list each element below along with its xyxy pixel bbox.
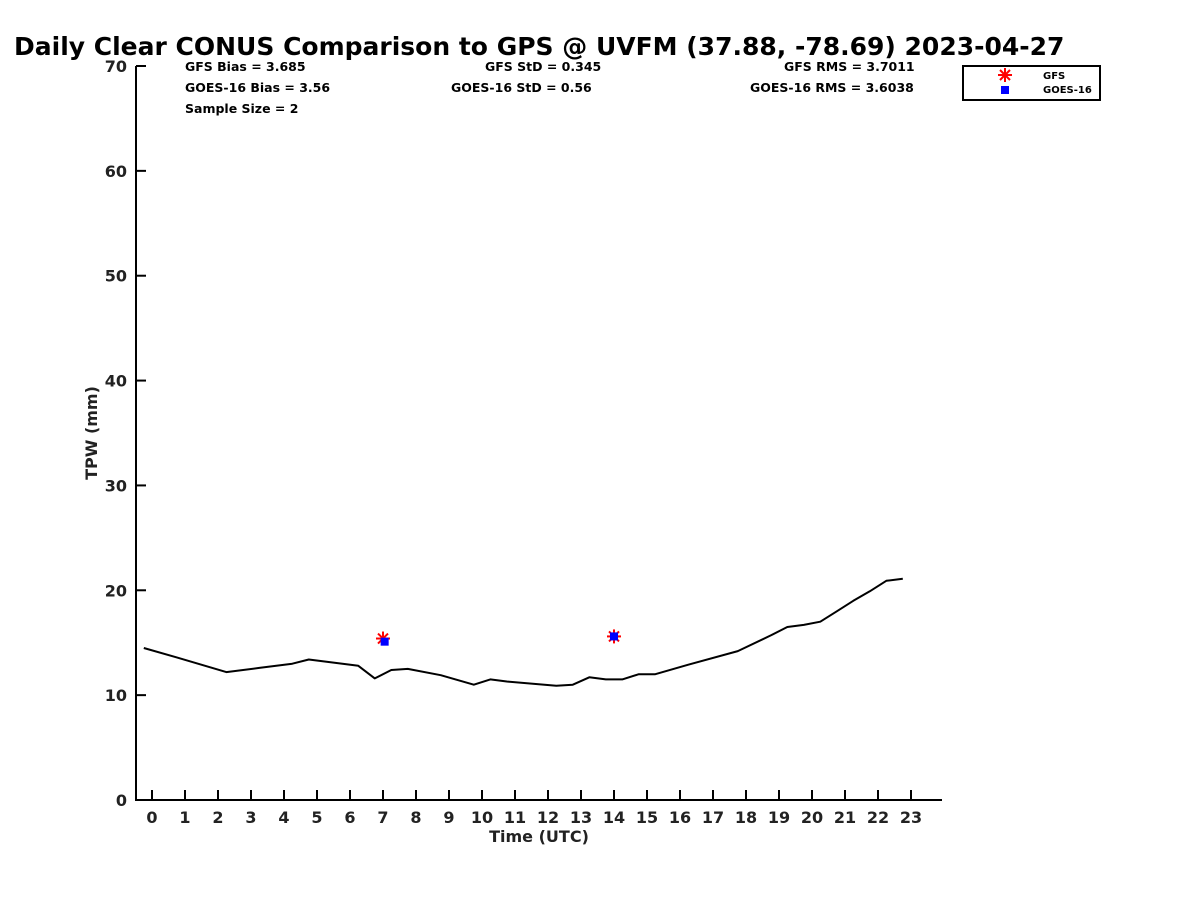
x-tick-label: 0: [146, 808, 157, 827]
x-tick-label: 18: [735, 808, 757, 827]
legend-box: [962, 65, 1101, 101]
gfs-rms-stat: GFS RMS = 3.7011: [784, 59, 915, 74]
x-axis-label: Time (UTC): [489, 827, 589, 846]
goes-rms-stat: GOES-16 RMS = 3.6038: [750, 80, 914, 95]
y-ticks: 0 10 20 30 40 50 60 70: [105, 57, 146, 810]
x-tick-label: 3: [245, 808, 256, 827]
y-tick-label: 10: [105, 686, 127, 705]
x-ticks: 0 1 2 3 4 5 6 7 8 9 10 11 12 13 14 15 16 17 18 19 20 21 22 23: [146, 790, 922, 827]
y-tick-label: 0: [116, 791, 127, 810]
legend-gfs-label: GFS: [1043, 71, 1065, 82]
y-tick-label: 40: [105, 372, 127, 391]
goes16-point: [610, 632, 618, 641]
x-tick-label: 16: [669, 808, 691, 827]
goes16-point: [380, 637, 389, 646]
x-tick-label: 10: [471, 808, 493, 827]
legend: GFS GOES-16: [962, 65, 1101, 101]
y-axis-label: TPW (mm): [82, 386, 101, 480]
gfs-std-stat: GFS StD = 0.345: [485, 59, 601, 74]
y-tick-label: 50: [105, 267, 127, 286]
y-tick-label: 30: [105, 476, 127, 495]
x-tick-label: 17: [702, 808, 724, 827]
x-tick-label: 9: [443, 808, 454, 827]
x-tick-label: 2: [212, 808, 223, 827]
x-tick-label: 5: [311, 808, 322, 827]
x-tick-label: 21: [834, 808, 856, 827]
goes-bias-stat: GOES-16 Bias = 3.56: [185, 80, 330, 95]
goes-std-stat: GOES-16 StD = 0.56: [451, 80, 592, 95]
x-tick-label: 22: [867, 808, 889, 827]
y-tick-label: 60: [105, 162, 127, 181]
plot-area: [143, 577, 903, 687]
x-tick-label: 19: [768, 808, 790, 827]
x-tick-label: 12: [537, 808, 559, 827]
legend-goes-marker-icon: [1001, 86, 1009, 94]
x-tick-label: 6: [344, 808, 355, 827]
y-tick-label: 70: [105, 57, 127, 76]
y-axis: 0 10 20 30 40 50 60 70: [105, 57, 146, 810]
x-axis: 0 1 2 3 4 5 6 7 8 9 10 11 12 13 14 15 16 17 18 19 20 21 22 23: [135, 790, 942, 827]
x-tick-label: 20: [801, 808, 823, 827]
x-tick-label: 15: [636, 808, 658, 827]
x-tick-label: 4: [278, 808, 289, 827]
x-tick-label: 23: [900, 808, 922, 827]
x-tick-label: 14: [603, 808, 625, 827]
legend-gfs-marker-icon: [998, 68, 1012, 82]
chart-title: Daily Clear CONUS Comparison to GPS @ UV…: [14, 32, 1064, 61]
y-tick-label: 20: [105, 581, 127, 600]
x-tick-label: 11: [504, 808, 526, 827]
sample-size-stat: Sample Size = 2: [185, 101, 298, 116]
x-tick-label: 1: [179, 808, 190, 827]
gps-tpw-line: [143, 577, 903, 687]
gfs-bias-stat: GFS Bias = 3.685: [185, 59, 306, 74]
x-tick-label: 8: [410, 808, 421, 827]
legend-goes-label: GOES-16: [1043, 85, 1092, 96]
x-tick-label: 7: [377, 808, 388, 827]
x-tick-label: 13: [570, 808, 592, 827]
